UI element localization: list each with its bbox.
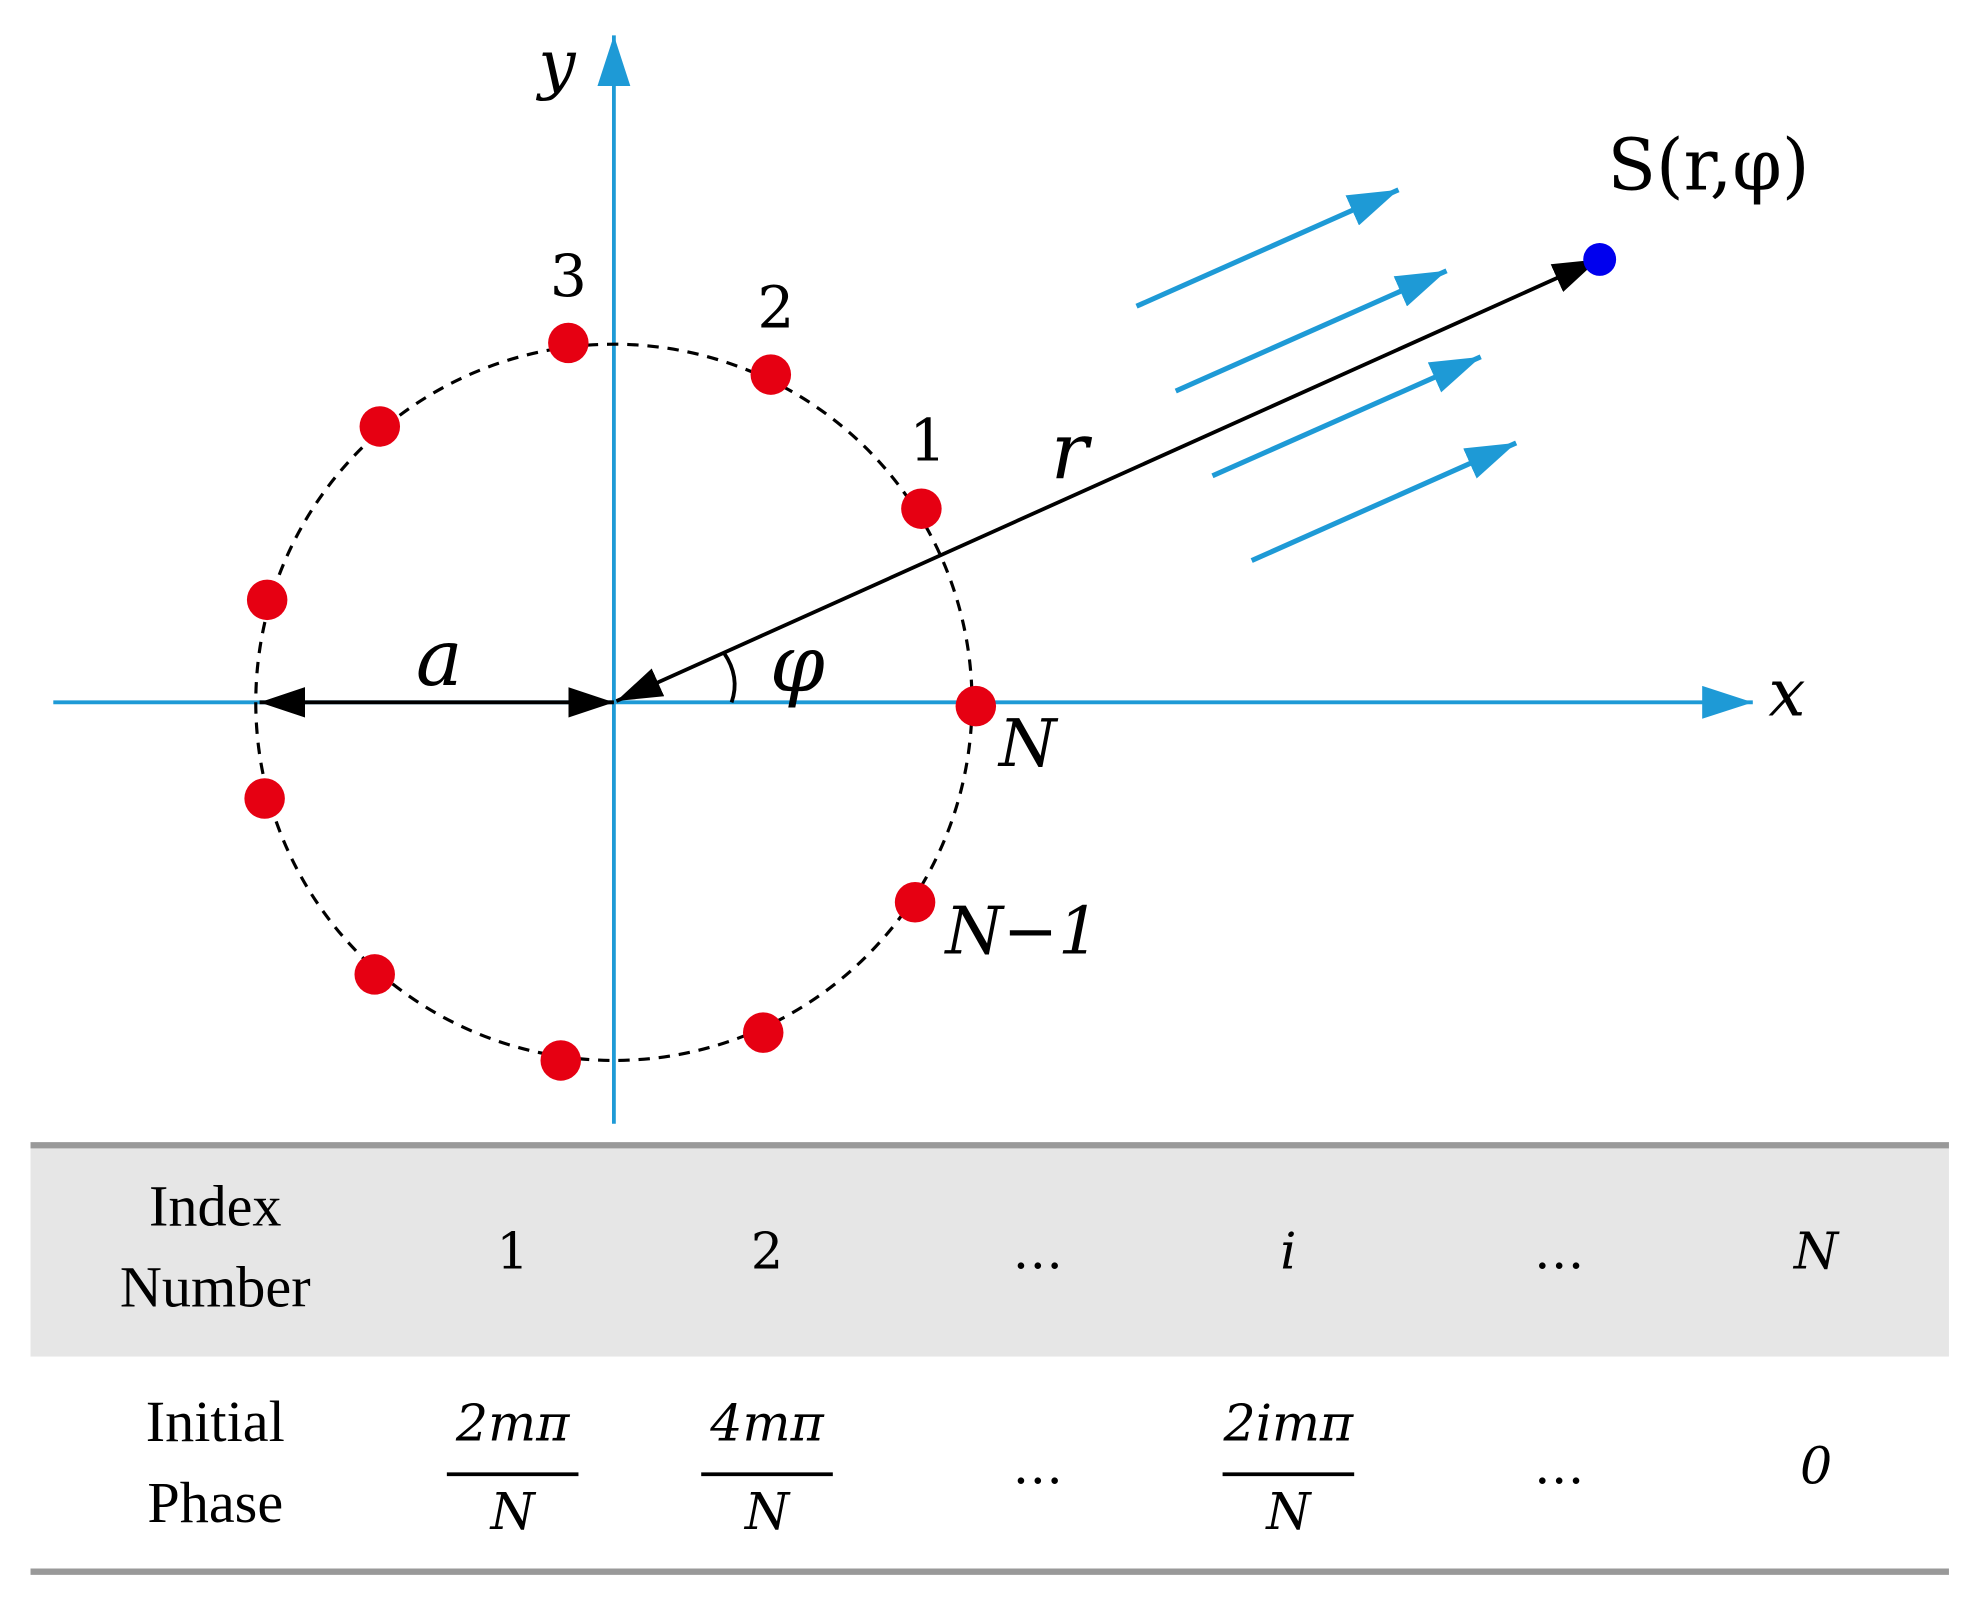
array-elements: [244, 322, 997, 1081]
element-label: N−1: [943, 892, 1100, 969]
wave-arrow: [1174, 268, 1448, 394]
wave-arrow: [1250, 440, 1518, 563]
element: [955, 685, 997, 727]
angle-label: φ: [770, 618, 825, 710]
fraction-denominator: N: [489, 1482, 537, 1541]
row-header: Index: [149, 1174, 282, 1239]
row-header: Phase: [147, 1470, 283, 1535]
cell-text: 0: [1800, 1436, 1832, 1495]
element: [540, 1040, 581, 1081]
element: [359, 406, 401, 447]
element: [750, 354, 792, 395]
fraction-denominator: N: [1264, 1482, 1312, 1541]
source-label: S(r,φ): [1607, 123, 1809, 206]
cell-text: …: [1013, 1436, 1064, 1495]
distance-label: r: [1051, 406, 1093, 498]
element-label: 1: [909, 406, 946, 474]
x-axis-label: x: [1768, 655, 1805, 732]
element: [548, 322, 589, 364]
element: [742, 1012, 784, 1053]
wave-arrow: [1135, 187, 1400, 309]
cell-text: 2: [751, 1221, 783, 1280]
element: [901, 488, 942, 529]
cell-text: …: [1013, 1221, 1064, 1280]
radius-label: a: [416, 612, 463, 704]
element: [246, 579, 288, 621]
element-label: N: [997, 705, 1059, 782]
range-arrow: [615, 257, 1600, 703]
element: [244, 778, 285, 819]
cell-text: 1: [497, 1221, 529, 1280]
wavefront-arrows: [1135, 187, 1518, 563]
cell-text: …: [1534, 1436, 1585, 1495]
element: [354, 954, 395, 995]
cell-text: N: [1792, 1221, 1840, 1280]
source-point: [1583, 242, 1617, 276]
element: [894, 882, 936, 923]
fraction-denominator: N: [743, 1482, 791, 1541]
fraction-numerator: 2mπ: [455, 1393, 570, 1452]
cell-text: …: [1534, 1221, 1585, 1280]
element-label: 3: [550, 242, 587, 310]
table: Index Number 1 2 … i … N Initial Phase 2mπ N 4mπ N … 2i…: [30, 1142, 1949, 1575]
diagram: x y a φ r S(r,φ) 1 2: [53, 26, 1810, 1124]
y-axis-label: y: [535, 26, 576, 103]
row-header: Initial: [146, 1389, 285, 1454]
cell-text: i: [1280, 1221, 1296, 1280]
fraction-numerator: 2imπ: [1223, 1393, 1354, 1452]
header-band: [30, 1145, 1949, 1357]
row-header: Number: [120, 1255, 311, 1320]
element-label: 2: [757, 274, 794, 342]
wave-arrow: [1211, 354, 1482, 479]
angle-arc: [722, 651, 737, 703]
fraction-numerator: 4mπ: [709, 1393, 824, 1452]
